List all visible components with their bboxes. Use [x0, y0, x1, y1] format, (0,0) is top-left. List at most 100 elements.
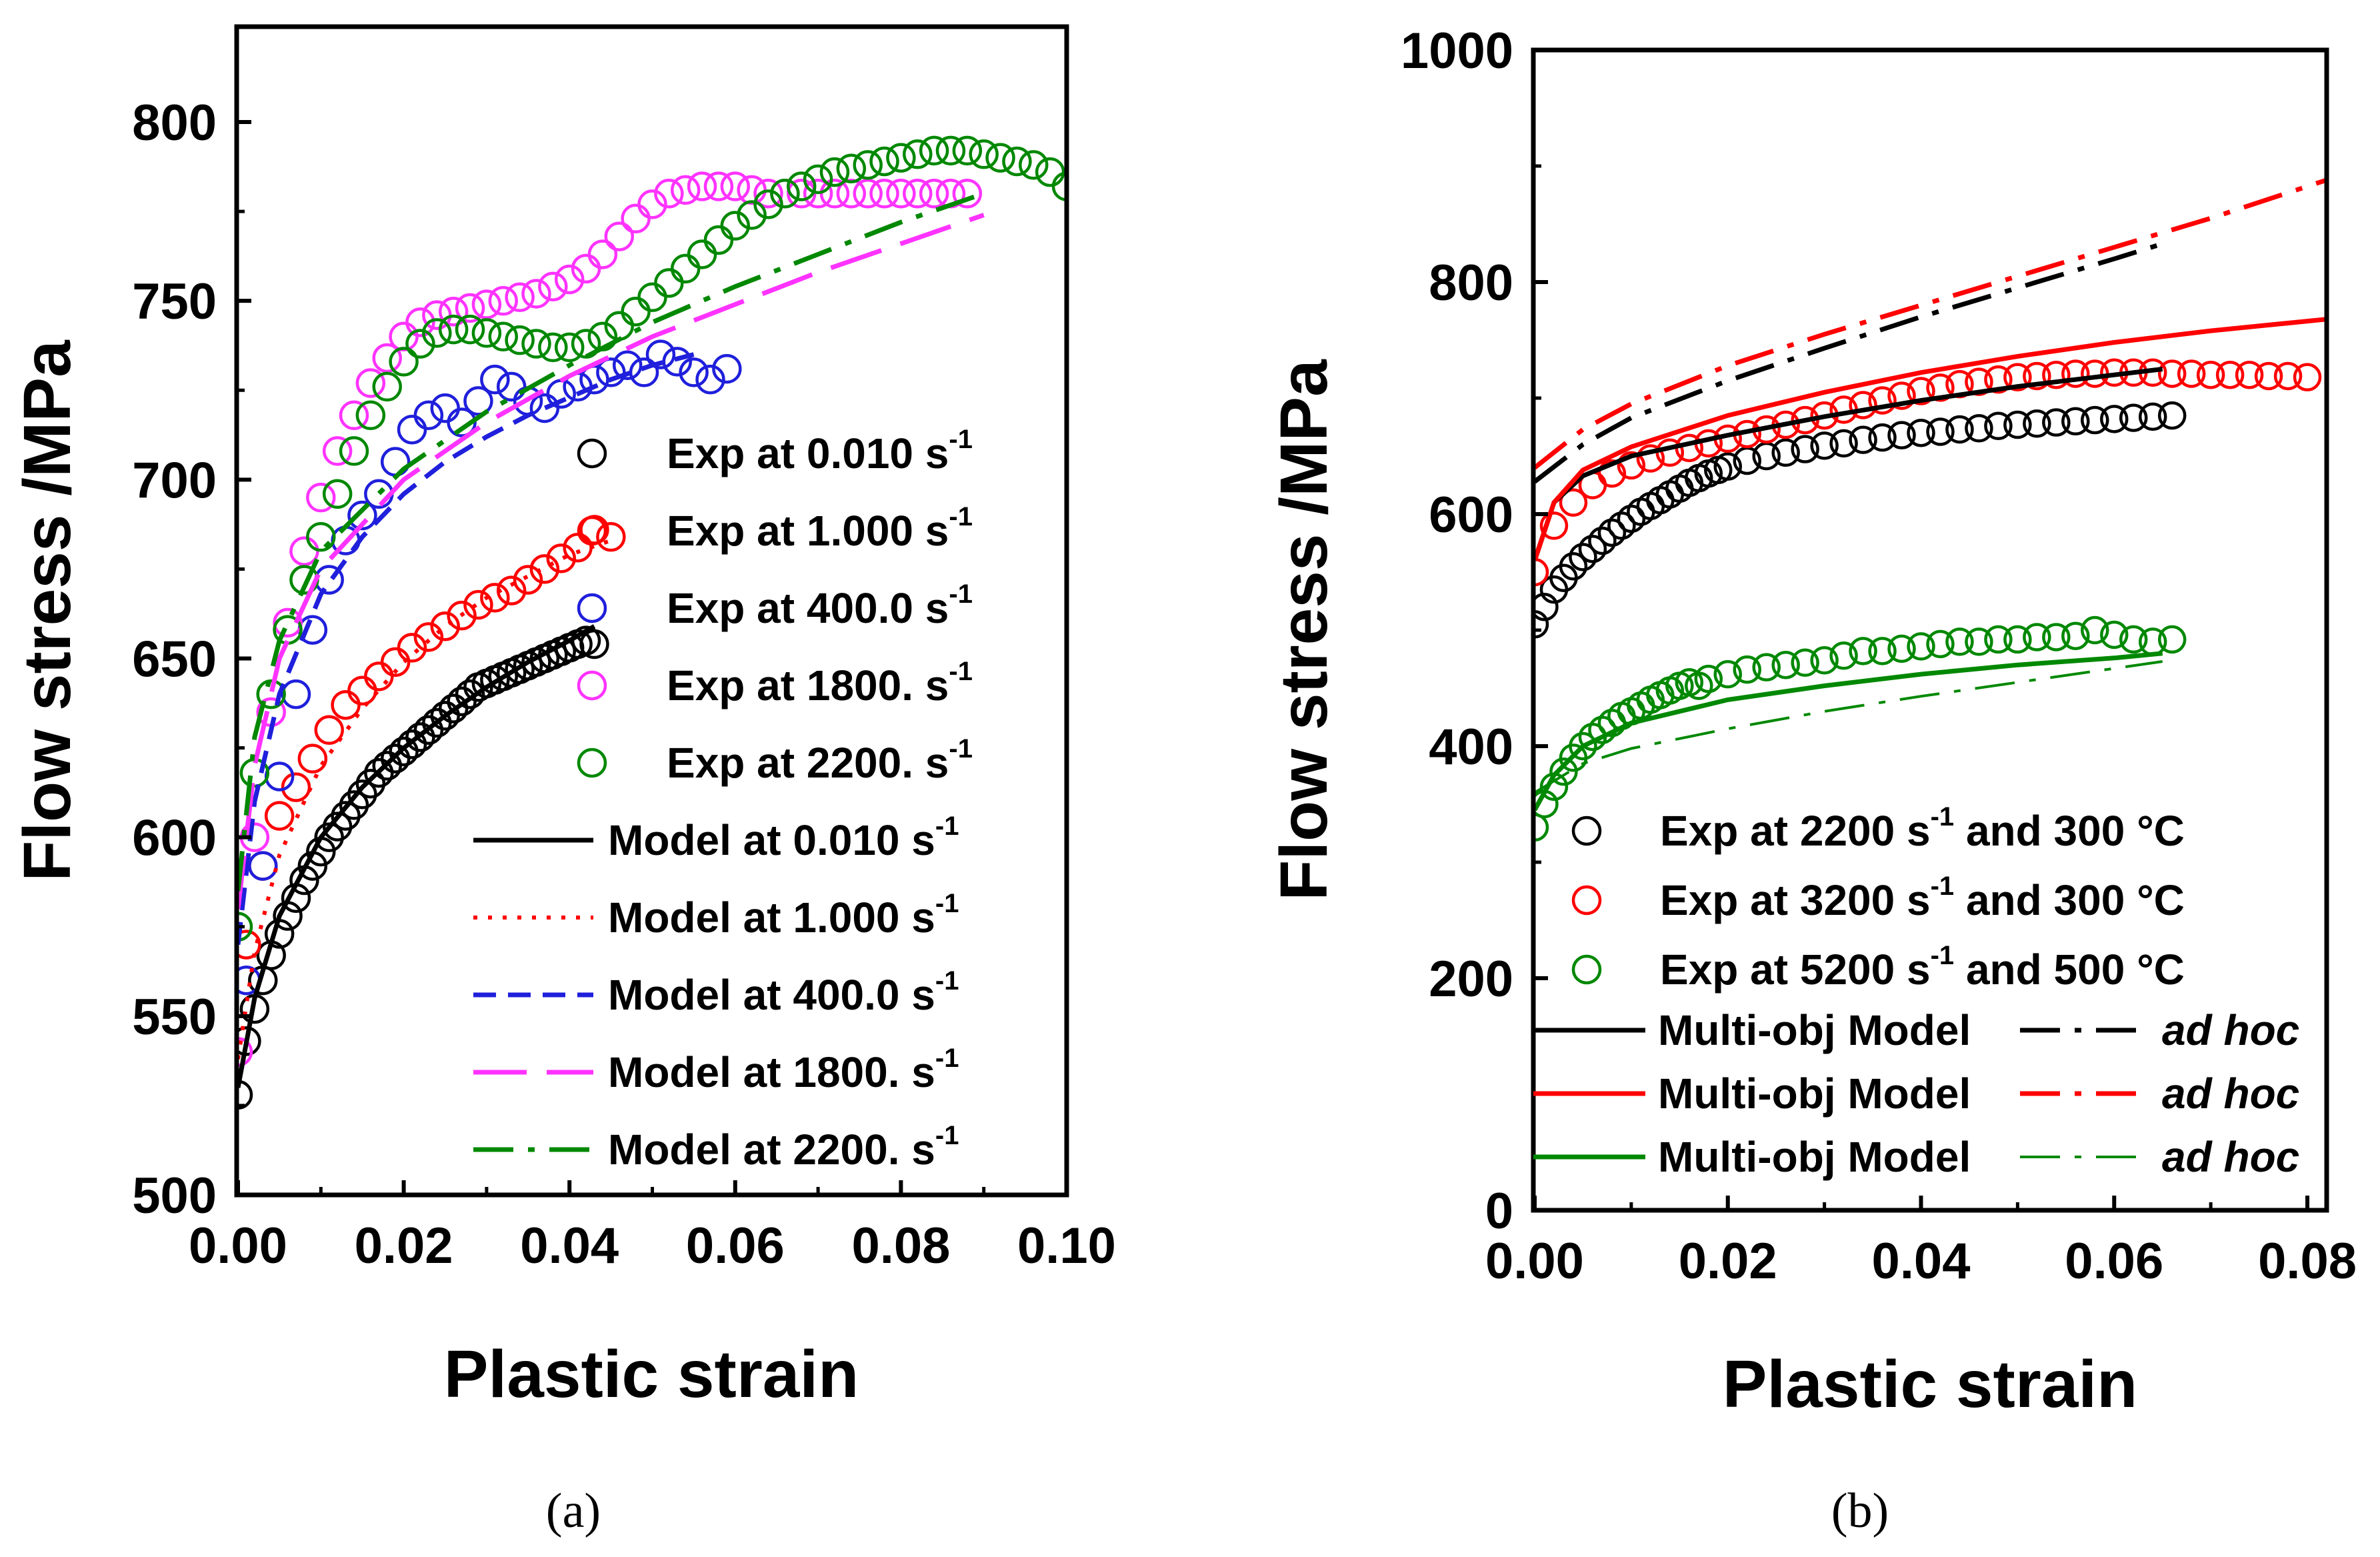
panel-a-exp-2-point: [529, 393, 560, 423]
panel-b-exp-2-point: [1752, 653, 1781, 681]
panel-a-exp-2-point: [397, 414, 427, 445]
panel-a-exp-1-point: [546, 543, 577, 573]
panel-a-exp-4-point: [355, 400, 386, 431]
panel-b-exp-0-point: [1791, 435, 1819, 463]
panel-a-exp-4-point: [521, 329, 551, 359]
panel-b-exp-2-point: [1907, 632, 1935, 661]
panel-b-exp-0-point: [2138, 402, 2167, 431]
panel-b-exp-1-point: [1926, 373, 1955, 402]
panel-a-xtick-label: 0.02: [355, 1218, 453, 1274]
panel-a-exp-4-point: [952, 135, 983, 166]
panel-a-exp-4-point: [786, 171, 817, 201]
panel-a-exp-4-point: [886, 143, 916, 173]
panel-a-exp-4-point: [819, 157, 850, 187]
panel-a-exp-3-point: [554, 264, 585, 295]
panel-b-legend-adhoc-label: ad hoc: [2162, 1006, 2299, 1054]
panel-a-exp-3-point: [886, 179, 916, 209]
panel-a-exp-2-point: [463, 386, 493, 416]
panel-b-exp-2-point: [1887, 634, 1916, 663]
panel-a-exp-2-point: [679, 357, 709, 387]
panel-a-exp-2-point: [645, 339, 676, 369]
panel-b-exp-1-point: [1617, 451, 1646, 480]
panel-a-exp-0-point: [355, 768, 386, 799]
panel-a-exp-4-point: [935, 135, 966, 166]
panel-b-exp-0-point: [2119, 403, 2148, 432]
panel-a-exp-4-point: [720, 211, 751, 241]
panel-a-exp-4-point: [969, 139, 999, 169]
panel-b-legend-adhoc-label: ad hoc: [2162, 1070, 2299, 1118]
panel-a-ytick-label: 800: [132, 95, 217, 151]
panel-b-exp-2-point: [2100, 620, 2129, 649]
panel-a-xtick-label: 0.00: [189, 1218, 287, 1274]
panel-a-exp-3-point: [803, 179, 833, 209]
panel-b-exp-2-point: [2081, 615, 2109, 645]
panel-b-exp-1-point: [2157, 359, 2187, 388]
panel-b-plot-area: [1533, 177, 2327, 842]
panel-b-xlabel: Plastic strain: [1723, 1347, 2138, 1422]
panel-a-exp-4-point: [322, 479, 353, 509]
panel-b-legend-exp-label: Exp at 5200 s-1 and 500 °C: [1660, 941, 2185, 994]
panel-b-exp-1-point: [2061, 359, 2090, 388]
panel-a-exp-4-point: [853, 150, 883, 180]
panel-a-model-0-line: [237, 624, 596, 1088]
panel-a-exp-3-point: [670, 175, 701, 205]
panel-a-exp-4-point: [571, 329, 601, 359]
panel-a-legend-exp-label: Exp at 0.010 s-1: [667, 425, 973, 477]
panel-b-exp-1-point: [2003, 363, 2032, 391]
panel-b-ytick-label: 600: [1429, 487, 1513, 543]
panel-b: 0.00 0.02 0.04 0.06 0.08 0 200 400 600 800 1000 Fl…: [1267, 23, 2357, 1538]
panel-a-exp-4-point: [687, 239, 717, 269]
panel-a-exp-1-point: [463, 589, 493, 620]
panel-b-exp-2-point: [1713, 659, 1743, 689]
panel-b-legend-multiobj-label: Multi-obj Model: [1658, 1133, 1971, 1181]
panel-a-exp-4-point: [1035, 157, 1065, 187]
panel-b-exp-2-point: [1965, 627, 1993, 656]
panel-a-exp-3-point: [538, 271, 568, 301]
panel-a-exp-3-point: [720, 171, 751, 201]
panel-b-xtick-label: 0.06: [2065, 1233, 2163, 1290]
panel-b-exp-1-point: [2215, 360, 2245, 389]
panel-a-exp-4-point: [737, 200, 767, 230]
panel-a-exp-4-point: [770, 179, 800, 209]
panel-a-ytick-label: 500: [132, 1168, 217, 1224]
panel-b-exp-2-point: [1945, 627, 1974, 656]
panel-b-exp-1-point: [1984, 365, 2013, 394]
panel-a-exp-1-point: [480, 583, 510, 613]
panel-b-exp-2-point: [1694, 664, 1723, 693]
panel-a-exp-0-point: [339, 790, 369, 820]
panel-a-exp-3-point: [836, 179, 867, 209]
panel-b-exp-0-point: [2100, 405, 2129, 433]
panel-a-ytick-label: 550: [132, 989, 217, 1046]
panel-b-ytick-label: 1000: [1401, 23, 1513, 79]
panel-b-exp-0-point: [1713, 452, 1743, 481]
panel-b-exp-0-point: [1849, 425, 1877, 454]
panel-a-legend-exp-label: Exp at 2200. s-1: [667, 734, 973, 787]
panel-a-exp-4-point: [339, 436, 369, 466]
panel-a-exp-3-point: [505, 282, 535, 313]
panel-a-exp-4-point: [753, 189, 783, 219]
panel-b-exp-1-point: [2177, 359, 2206, 388]
panel-a-exp-4-point: [306, 521, 336, 552]
panel-a-exp-3-point: [753, 179, 783, 209]
panel-b-exp-0-point: [1569, 543, 1597, 571]
panel-b-exp-0-point: [1578, 534, 1607, 563]
panel-a-exp-4-point: [985, 143, 1015, 173]
panel-a-exp-1-point: [331, 689, 361, 720]
panel-b-exp-2-point: [1549, 757, 1578, 786]
panel-a-exp-4-point: [372, 371, 402, 402]
panel-a-exp-1-point: [430, 611, 460, 641]
panel-a-exp-3-point: [952, 179, 983, 209]
panel-a-xtick-label: 0.10: [1017, 1218, 1116, 1274]
panel-a-exp-4-point: [621, 297, 651, 327]
panel-a-exp-3-point: [471, 289, 502, 319]
panel-a-ylabel: Flow stress /MPa: [10, 339, 85, 882]
panel-a-xtick-label: 0.06: [686, 1218, 785, 1274]
panel-a-exp-1-point: [513, 565, 543, 595]
panel-a-exp-3-point: [919, 179, 949, 209]
panel-b-caption: (b): [1831, 1484, 1889, 1538]
panel-b-legend-exp-marker: [1571, 816, 1602, 846]
panel-b-exp-2-point: [1733, 655, 1761, 684]
panel-a-exp-3-point: [853, 179, 883, 209]
panel-b-legend-adhoc-label: ad hoc: [2162, 1133, 2299, 1181]
panel-a-exp-1-point: [413, 622, 444, 652]
